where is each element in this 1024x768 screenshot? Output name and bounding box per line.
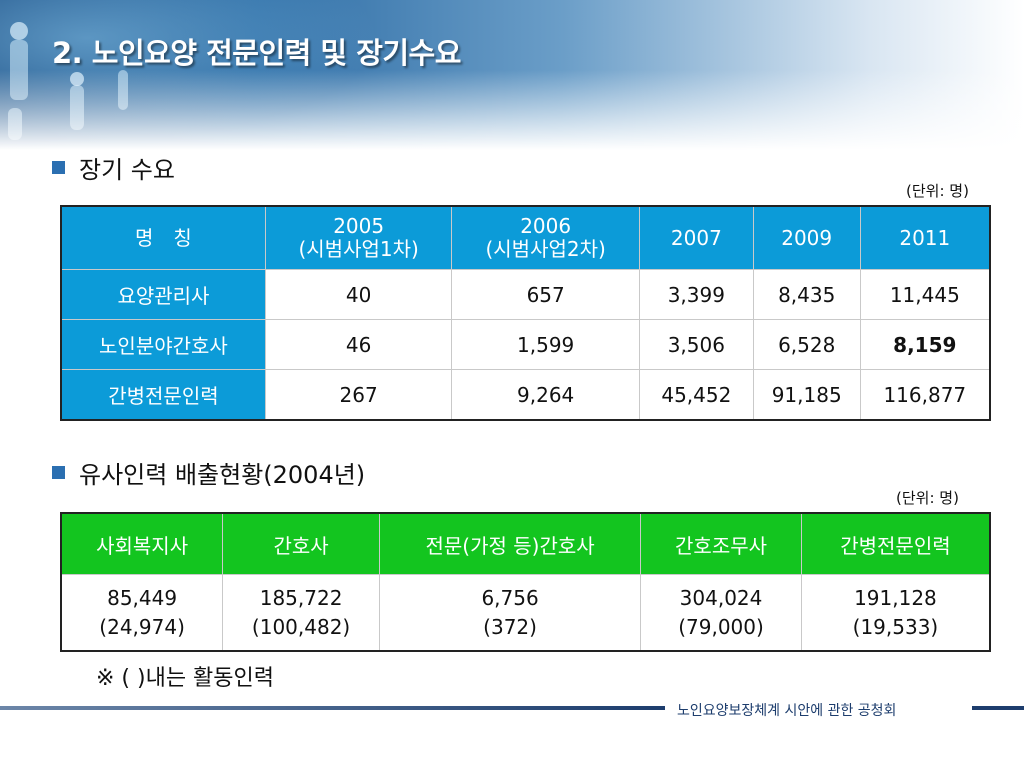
table-cell: 11,445 (859, 269, 991, 320)
table-cell: 6,756 (372) (378, 574, 642, 652)
table-row: 간병전문인력 267 9,264 45,452 91,185 116,877 (60, 369, 991, 421)
col-header-text: 명 칭 (135, 225, 192, 250)
col-header-2009: 2009 (752, 205, 861, 270)
table-header-row: 사회복지사 간호사 전문(가정 등)간호사 간호조무사 간병전문인력 (60, 512, 991, 575)
row-header: 요양관리사 (60, 269, 266, 320)
table-cell: 8,159 (859, 319, 991, 370)
cell-main: 191,128 (854, 585, 937, 610)
header-fade (0, 70, 1024, 150)
person-silhouette-head (10, 22, 28, 40)
row-header: 노인분야간호사 (60, 319, 266, 370)
table-cell: 191,128 (19,533) (800, 574, 991, 652)
col-header: 사회복지사 (60, 512, 224, 575)
table-cell: 267 (264, 369, 453, 421)
demand-table: 명 칭 2005 (시범사업1차) 2006 (시범사업2차) 2007 2009 … (60, 205, 991, 421)
table-cell: 185,722 (100,482) (222, 574, 380, 652)
table-cell: 116,877 (859, 369, 991, 421)
table-header-row: 명 칭 2005 (시범사업1차) 2006 (시범사업2차) 2007 2009 … (60, 205, 991, 270)
bullet-square-icon (52, 466, 65, 479)
section-heading-supply: 유사인력 배출현황(2004년) (52, 455, 365, 490)
section-heading-demand: 장기 수요 (52, 150, 175, 185)
col-header-2007: 2007 (638, 205, 754, 270)
col-header-2006: 2006 (시범사업2차) (451, 205, 640, 270)
footnote: ※ ( )내는 활동인력 (96, 666, 275, 691)
col-header: 전문(가정 등)간호사 (378, 512, 642, 575)
section-heading-text: 장기 수요 (79, 156, 175, 184)
bullet-square-icon (52, 161, 65, 174)
table-row: 요양관리사 40 657 3,399 8,435 11,445 (60, 269, 991, 320)
col-header: 간병전문인력 (800, 512, 991, 575)
cell-sub: (79,000) (678, 614, 764, 639)
col-header: 간호사 (222, 512, 380, 575)
header-banner (0, 0, 1024, 150)
cell-sub: (372) (483, 614, 537, 639)
col-header: 간호조무사 (640, 512, 802, 575)
supply-table: 사회복지사 간호사 전문(가정 등)간호사 간호조무사 간병전문인력 85,44… (60, 512, 991, 652)
table-cell: 1,599 (451, 319, 640, 370)
cell-main: 185,722 (259, 585, 343, 610)
cell-sub: (19,533) (852, 614, 939, 639)
table-cell: 304,024 (79,000) (640, 574, 802, 652)
col-header-sub: (시범사업2차) (485, 237, 606, 261)
table-cell: 3,399 (638, 269, 754, 320)
table-cell: 91,185 (752, 369, 861, 421)
page-title: 2. 노인요양 전문인력 및 장기수요 (52, 36, 461, 70)
col-header-name: 명 칭 (60, 205, 266, 270)
col-header-year: 2005 (333, 214, 385, 238)
table-cell: 40 (264, 269, 453, 320)
col-header-sub: (시범사업1차) (298, 237, 419, 261)
table-cell: 85,449 (24,974) (60, 574, 224, 652)
table-row: 85,449 (24,974) 185,722 (100,482) 6,756 (37… (60, 574, 991, 652)
col-header-2005: 2005 (시범사업1차) (264, 205, 453, 270)
cell-sub: (24,974) (99, 614, 185, 639)
table-cell: 46 (264, 319, 453, 370)
cell-main: 6,756 (481, 585, 539, 610)
cell-main: 304,024 (679, 585, 763, 610)
cell-sub: (100,482) (251, 614, 351, 639)
row-header: 간병전문인력 (60, 369, 266, 421)
table-cell: 9,264 (451, 369, 640, 421)
table-cell: 3,506 (638, 319, 754, 370)
table-cell: 8,435 (752, 269, 861, 320)
table-cell: 657 (451, 269, 640, 320)
footer-text: 노인요양보장체계 시안에 관한 공청회 (677, 703, 897, 719)
col-header-2011: 2011 (859, 205, 991, 270)
table-cell: 45,452 (638, 369, 754, 421)
table-cell: 6,528 (752, 319, 861, 370)
section-heading-text: 유사인력 배출현황(2004년) (79, 461, 366, 489)
table-row: 노인분야간호사 46 1,599 3,506 6,528 8,159 (60, 319, 991, 370)
footer-divider (0, 706, 665, 710)
footer-divider (972, 706, 1024, 710)
col-header-year: 2006 (520, 214, 572, 238)
unit-label: (단위: 명) (906, 182, 969, 200)
cell-main: 85,449 (107, 585, 178, 610)
unit-label: (단위: 명) (896, 489, 959, 507)
